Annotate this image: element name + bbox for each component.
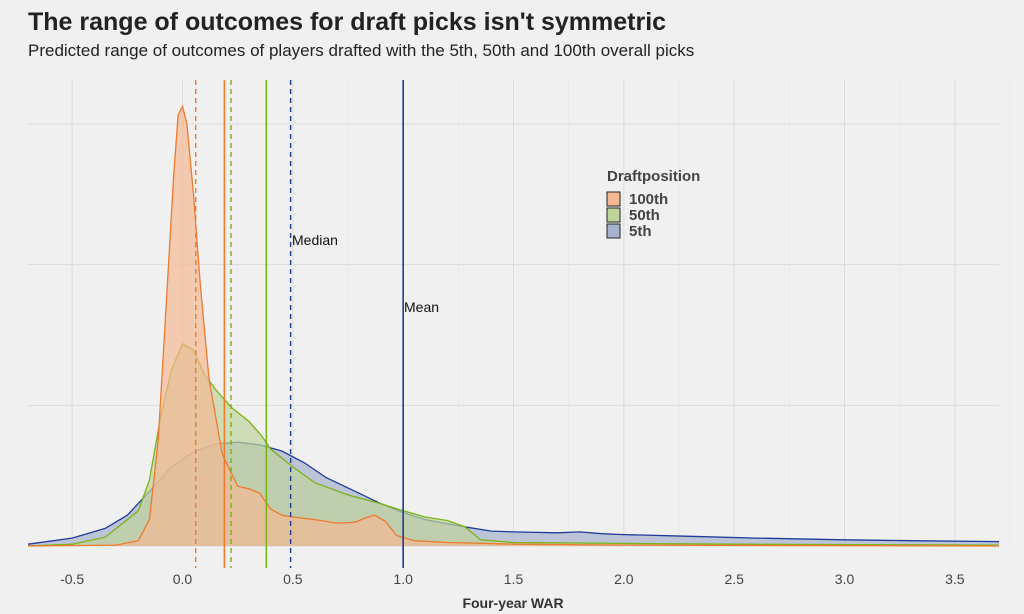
- x-tick-label: 1.0: [393, 571, 413, 587]
- annotation-median: Median: [292, 232, 338, 248]
- x-axis-label: Four-year WAR: [462, 595, 563, 611]
- chart-subtitle: Predicted range of outcomes of players d…: [28, 41, 695, 60]
- chart-title: The range of outcomes for draft picks is…: [28, 8, 667, 36]
- x-axis-ticks: -0.5 0.0 0.5 1.0 1.5 2.0 2.5 3.0 3.5: [60, 571, 965, 587]
- x-tick-label: -0.5: [60, 571, 84, 587]
- x-tick-label: 0.5: [283, 571, 303, 587]
- x-tick-label: 1.5: [504, 571, 524, 587]
- density-line-100th: [27, 104, 1000, 547]
- density-areas: [27, 104, 1000, 547]
- x-tick-label: 3.5: [945, 571, 965, 587]
- annotation-mean: Mean: [404, 299, 439, 315]
- x-tick-label: 3.0: [835, 571, 855, 587]
- legend-swatch-50th: [606, 207, 621, 223]
- legend-label-100th: 100th: [629, 191, 668, 208]
- x-tick-label: 0.0: [173, 571, 193, 587]
- x-tick-label: 2.5: [724, 571, 744, 587]
- x-tick-label: 2.0: [614, 571, 634, 587]
- legend-swatch-5th: [606, 223, 621, 239]
- legend-swatch-100th: [606, 191, 621, 207]
- density-area-50th: [28, 343, 999, 546]
- legend-title: Draftposition: [607, 168, 700, 185]
- legend-label-5th: 5th: [629, 223, 652, 240]
- legend-label-50th: 50th: [629, 207, 660, 224]
- reference-lines: [195, 80, 404, 568]
